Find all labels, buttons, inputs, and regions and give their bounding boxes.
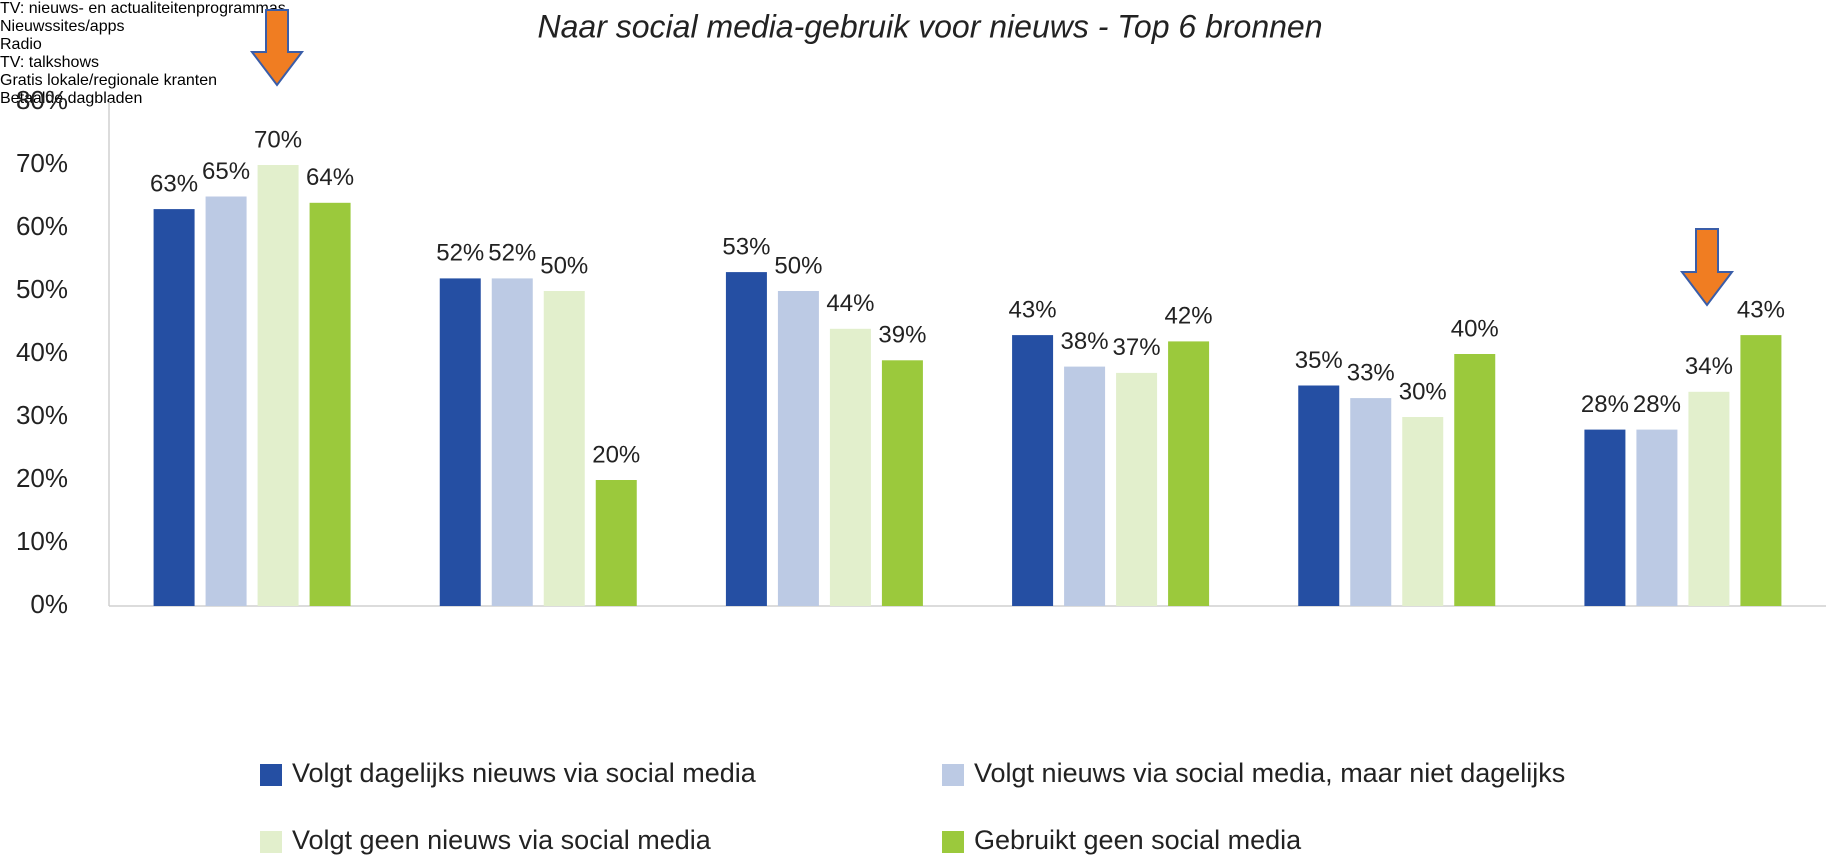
- y-tick-label: 20%: [16, 463, 68, 493]
- data-label: 38%: [1061, 328, 1109, 355]
- bar: [153, 209, 195, 606]
- bar: [1012, 335, 1054, 606]
- data-label: 63%: [150, 170, 198, 197]
- y-tick-label: 50%: [16, 274, 68, 304]
- bar: [725, 272, 767, 606]
- y-tick-label: 70%: [16, 148, 68, 178]
- bar: [595, 480, 637, 606]
- data-label: 43%: [1009, 296, 1057, 323]
- x-tick-label: Nieuwssites/apps: [0, 18, 125, 35]
- legend-swatch: [260, 831, 282, 853]
- data-label: 33%: [1347, 359, 1395, 386]
- data-label: 50%: [540, 252, 588, 279]
- data-label: 30%: [1399, 378, 1447, 405]
- data-label: 37%: [1113, 334, 1161, 361]
- data-label: 50%: [774, 252, 822, 279]
- y-tick-label: 0%: [30, 589, 68, 619]
- y-tick-label: 10%: [16, 526, 68, 556]
- bar: [1298, 385, 1340, 606]
- legend-label: Gebruikt geen social media: [974, 825, 1302, 855]
- arrow: [249, 9, 1735, 307]
- bar: [1168, 341, 1210, 606]
- x-tick-label: Betaalde dagbladen: [0, 90, 143, 107]
- y-tick-label: 80%: [16, 85, 68, 115]
- x-tick-label: Radio: [0, 36, 42, 53]
- data-label: 65%: [202, 158, 250, 185]
- chart-title: Naar social media-gebruik voor nieuws - …: [537, 8, 1322, 44]
- data-label: 20%: [592, 441, 640, 468]
- legend-label: Volgt nieuws via social media, maar niet…: [974, 758, 1565, 788]
- x-tick-label: Gratis lokale/regionale kranten: [0, 72, 218, 89]
- bar: [1636, 429, 1678, 606]
- bar: [1402, 417, 1444, 606]
- data-label: 40%: [1451, 315, 1499, 342]
- data-label: 52%: [488, 240, 536, 267]
- legend-label: Volgt dagelijks nieuws via social media: [292, 758, 757, 788]
- legend-swatch: [260, 764, 282, 786]
- data-label: 28%: [1581, 391, 1629, 418]
- bar: [309, 202, 351, 607]
- x-tick-label: TV: nieuws- en actualiteitenprogrammas: [0, 0, 286, 17]
- bar: [205, 196, 247, 606]
- data-label: 52%: [436, 240, 484, 267]
- bar: [1350, 398, 1392, 606]
- data-label: 42%: [1165, 303, 1213, 330]
- bar: [1454, 354, 1496, 606]
- legend-swatch: [942, 831, 964, 853]
- legend-swatch: [942, 764, 964, 786]
- bar: [257, 165, 299, 606]
- y-tick-label: 60%: [16, 211, 68, 241]
- data-label: 39%: [878, 322, 926, 349]
- bar: [439, 278, 481, 606]
- data-label: 44%: [826, 290, 874, 317]
- bar: [1064, 366, 1106, 606]
- y-tick-label: 30%: [16, 400, 68, 430]
- x-tick-label: TV: talkshows: [0, 54, 99, 71]
- bar: [1584, 429, 1626, 606]
- data-label: 70%: [254, 126, 302, 153]
- bar: [1688, 391, 1730, 606]
- data-label: 43%: [1737, 296, 1785, 323]
- data-label: 34%: [1685, 353, 1733, 380]
- bar: [829, 328, 871, 606]
- bar: [1740, 335, 1782, 606]
- data-label: 35%: [1295, 347, 1343, 374]
- y-tick-label: 40%: [16, 337, 68, 367]
- bar: [543, 291, 585, 606]
- bar: [1116, 372, 1158, 606]
- legend-label: Volgt geen nieuws via social media: [292, 825, 712, 855]
- data-label: 53%: [722, 233, 770, 260]
- bar: [777, 291, 819, 606]
- bar: [881, 360, 923, 606]
- data-label: 28%: [1633, 391, 1681, 418]
- bar: [491, 278, 533, 606]
- data-label: 64%: [306, 164, 354, 191]
